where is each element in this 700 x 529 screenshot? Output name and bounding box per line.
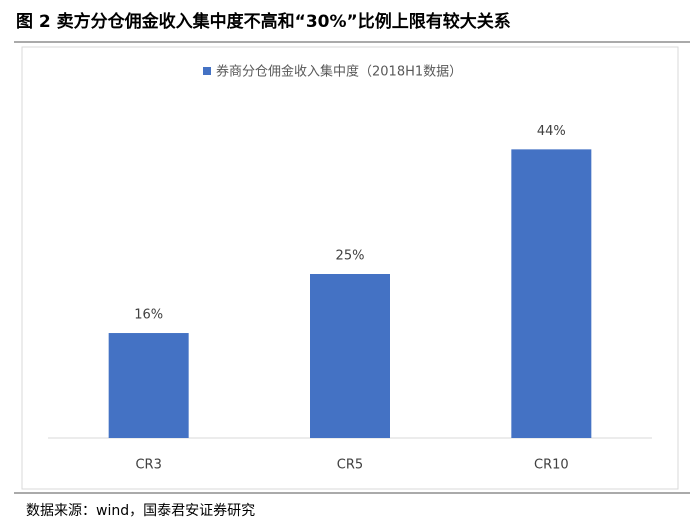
legend-label: 券商分仓佣金收入集中度（2018H1数据） [216, 64, 462, 80]
legend-swatch [203, 67, 211, 75]
x-tick-label: CR3 [135, 458, 161, 473]
x-tick-label: CR5 [337, 458, 363, 473]
x-tick-label: CR10 [534, 458, 569, 473]
bar [310, 274, 390, 438]
chart-frame [21, 46, 679, 490]
bar [108, 333, 189, 438]
data-label: 25% [336, 249, 365, 264]
bar [511, 149, 592, 439]
data-label: 44% [537, 124, 566, 139]
data-label: 16% [134, 308, 163, 323]
chart-title: 图 2 卖方分仓佣金收入集中度不高和“30%”比例上限有较大关系 [16, 11, 511, 32]
source-note: 数据来源：wind，国泰君安证券研究 [26, 503, 255, 519]
